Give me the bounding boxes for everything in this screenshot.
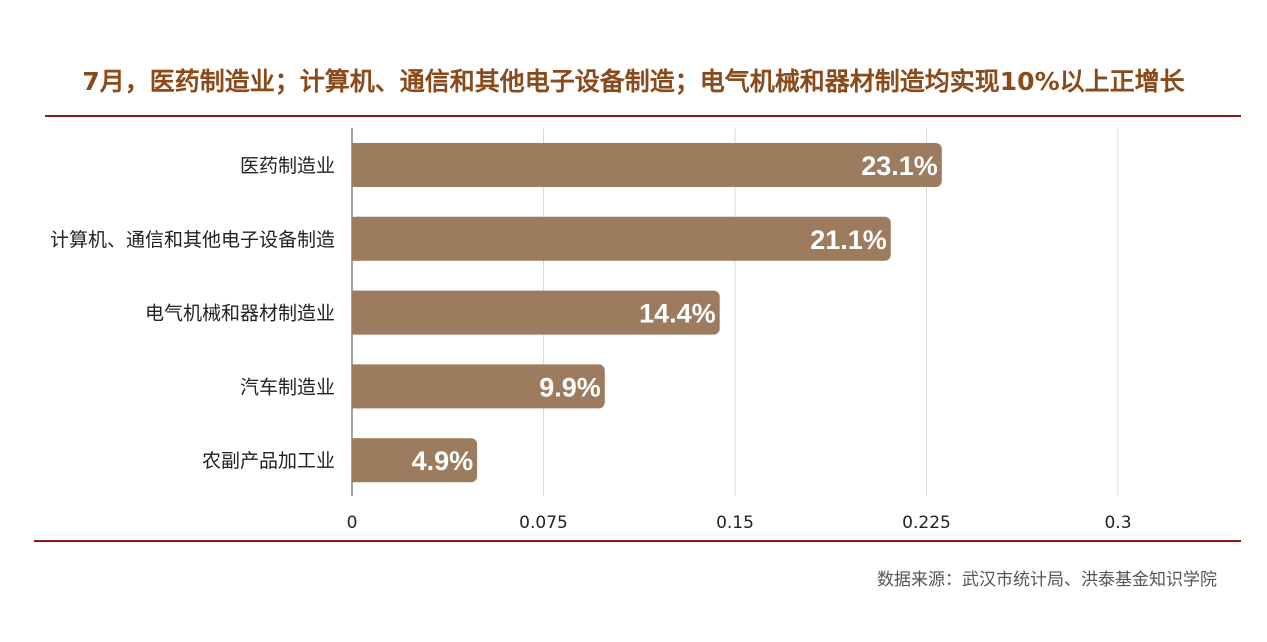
category-label: 汽车制造业 [240, 376, 335, 398]
bar [352, 216, 891, 261]
bar-left-edge [352, 143, 360, 187]
bar [352, 438, 478, 483]
category-label: 农副产品加工业 [202, 450, 335, 472]
x-tick-label: 0.075 [519, 513, 568, 533]
category-label: 电气机械和器材制造业 [145, 303, 335, 325]
bar [352, 143, 942, 187]
x-tick-label: 0.225 [902, 513, 951, 533]
category-label: 计算机、通信和其他电子设备制造 [50, 229, 335, 251]
data-label: 14.4% [639, 299, 716, 329]
category-label: 医药制造业 [240, 155, 335, 177]
bar-left-edge [352, 438, 360, 483]
bar [352, 364, 605, 409]
data-label: 23.1% [861, 151, 938, 181]
bar-left-edge [352, 216, 360, 261]
footer-divider [34, 540, 1241, 542]
title-divider [45, 115, 1241, 117]
data-source: 数据来源：武汉市统计局、洪泰基金知识学院 [877, 570, 1217, 590]
bar [352, 290, 720, 335]
x-tick-label: 0.3 [1104, 513, 1131, 533]
data-label: 9.9% [539, 372, 601, 402]
x-tick-label: 0 [347, 513, 358, 533]
x-tick-label: 0.15 [716, 513, 754, 533]
data-label: 21.1% [810, 225, 887, 255]
chart-title: 7月，医药制造业；计算机、通信和其他电子设备制造；电气机械和器材制造均实现10%… [82, 67, 1185, 96]
data-label: 4.9% [412, 446, 474, 476]
bar-left-edge [352, 364, 360, 409]
bar-left-edge [352, 290, 360, 335]
